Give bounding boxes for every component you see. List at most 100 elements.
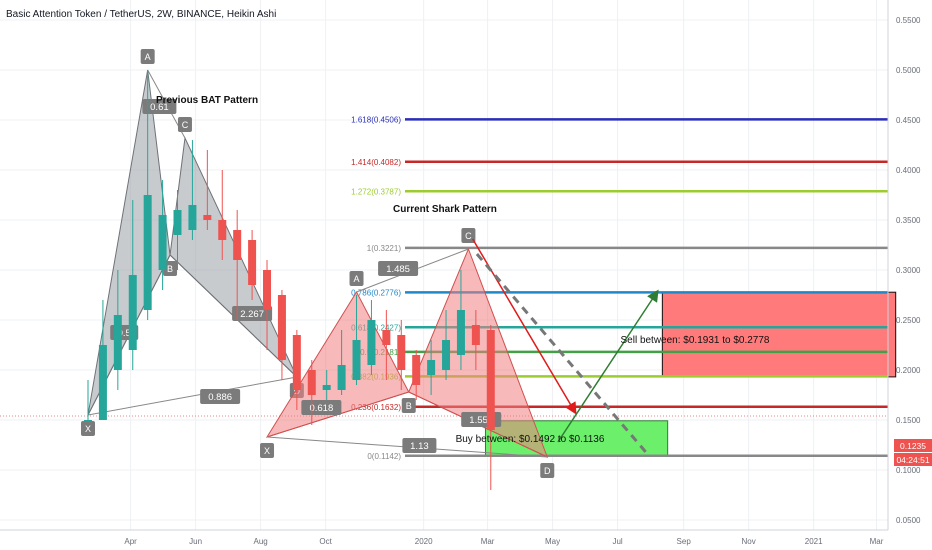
candles[interactable] — [84, 70, 495, 490]
shark-point-X-badge — [260, 443, 275, 458]
candle-body — [322, 385, 331, 390]
x-tick-label: May — [545, 537, 560, 546]
fib-label: 1(0.3221) — [367, 244, 402, 253]
arrows — [472, 238, 659, 455]
bat-point-X-badge — [81, 421, 95, 436]
fib-label: 1.272(0.3787) — [351, 187, 401, 196]
candle-body — [143, 195, 152, 310]
y-tick-label: 0.1500 — [896, 416, 921, 425]
y-tick-label: 0.3000 — [896, 266, 921, 275]
x-tick-label: Aug — [254, 537, 268, 546]
x-tick-label: Jun — [189, 537, 202, 546]
x-tick-label: Sep — [677, 537, 692, 546]
candle-body — [486, 330, 495, 430]
bat-point-A-label: A — [145, 52, 151, 62]
y-tick-label: 0.2500 — [896, 316, 921, 325]
countdown-text: 04:24:51 — [896, 455, 929, 465]
current-shark-label: Current Shark Pattern — [393, 204, 497, 215]
y-tick-label: 0.5000 — [896, 66, 921, 75]
x-tick-label: 2021 — [805, 537, 823, 546]
shark-ratio-badge — [378, 261, 419, 276]
bat-ratio-label: 0.886 — [208, 392, 232, 403]
last-price-text: 0.1235 — [900, 441, 926, 451]
bat-ratio-badge — [232, 306, 273, 321]
candle-body — [367, 320, 376, 365]
candle-body — [158, 215, 167, 270]
bat-point-C-label: C — [182, 120, 189, 130]
fib-label: 0.618(0.2427) — [351, 323, 401, 332]
candle-body — [412, 355, 421, 385]
fib-label: 1.618(0.4506) — [351, 115, 401, 124]
bat-point-C-badge — [177, 117, 192, 132]
sell-zone-box — [661, 291, 897, 378]
y-tick-label: 0.3500 — [896, 216, 921, 225]
shark-point-D-label: D — [544, 466, 551, 476]
candle-body — [84, 420, 92, 422]
shark-ratio-label: 0.618 — [309, 403, 333, 414]
fib-label: 1.414(0.4082) — [351, 158, 401, 167]
shark-ratio-badge — [402, 438, 437, 453]
candle-body — [277, 295, 286, 360]
fib-label: 0(0.1142) — [367, 452, 401, 461]
candle-body — [128, 275, 137, 350]
countdown-badge: 04:24:51 — [894, 453, 932, 466]
bat-ratio-badge — [200, 389, 241, 404]
fib-label: 0.786(0.2776) — [351, 288, 401, 297]
fibonacci-levels: 1.618(0.4506) 1.414(0.4082) 1.272(0.3787) 1… — [351, 115, 888, 461]
candle-body — [427, 360, 436, 375]
candle-body — [397, 335, 406, 370]
candle-body — [442, 340, 451, 370]
bat-point-X-label: X — [85, 424, 91, 434]
last-price-badge: 0.1235 — [894, 439, 932, 452]
y-tick-label: 0.4000 — [896, 166, 921, 175]
candle-body — [98, 345, 107, 420]
x-tick-label: 2020 — [415, 537, 433, 546]
x-tick-label: Nov — [742, 537, 756, 546]
fib-label: 0.236(0.1632) — [351, 403, 401, 412]
shark-ratio-label: 1.485 — [386, 264, 410, 275]
candle-body — [456, 310, 465, 355]
candle-body — [248, 240, 257, 285]
shark-point-D-badge — [540, 463, 555, 478]
candle-body — [173, 210, 182, 235]
zones — [484, 291, 897, 457]
shark-point-X-label: X — [264, 446, 270, 456]
bat-ratio-label: 2.267 — [240, 309, 264, 320]
candle-body — [233, 230, 242, 260]
bat-ratio-label: 0.5 — [118, 328, 131, 339]
candle-body — [218, 220, 227, 240]
trade-arrow — [557, 289, 659, 443]
candle-body — [471, 325, 480, 345]
shark-point-B-badge — [401, 398, 416, 413]
shark-point-A-label: A — [354, 274, 360, 284]
y-tick-label: 0.2000 — [896, 366, 921, 375]
bat-point-A-badge — [140, 49, 155, 64]
candle-body — [263, 270, 272, 310]
chart-title: Basic Attention Token / TetherUS, 2W, BI… — [6, 9, 276, 20]
x-tick-label: Jul — [612, 537, 622, 546]
candle-body — [203, 215, 212, 220]
candle-body — [307, 370, 316, 395]
candle-body — [188, 205, 197, 230]
bat-ratio-label: 0.61 — [150, 102, 169, 113]
x-tick-label: Oct — [319, 537, 332, 546]
x-tick-label: Apr — [124, 537, 137, 546]
projection-dashed-line — [475, 253, 649, 455]
candle-body — [113, 315, 122, 370]
candle-body — [382, 330, 391, 345]
bat-point-B-label: B — [167, 264, 173, 274]
shark-xbd-line — [266, 391, 548, 458]
candle-body — [337, 365, 346, 390]
y-tick-label: 0.0500 — [896, 516, 921, 525]
shark-point-C-label: C — [465, 231, 472, 241]
x-tick-label: Mar — [870, 537, 884, 546]
shark-point-C-badge — [461, 228, 476, 243]
previous-bat-label: Previous BAT Pattern — [156, 95, 258, 106]
bat-xd-line — [87, 376, 297, 416]
candle-body — [352, 340, 361, 380]
y-tick-label: 0.1000 — [896, 466, 921, 475]
shark-point-A-badge — [349, 271, 364, 286]
shark-point-B-label: B — [406, 401, 412, 411]
